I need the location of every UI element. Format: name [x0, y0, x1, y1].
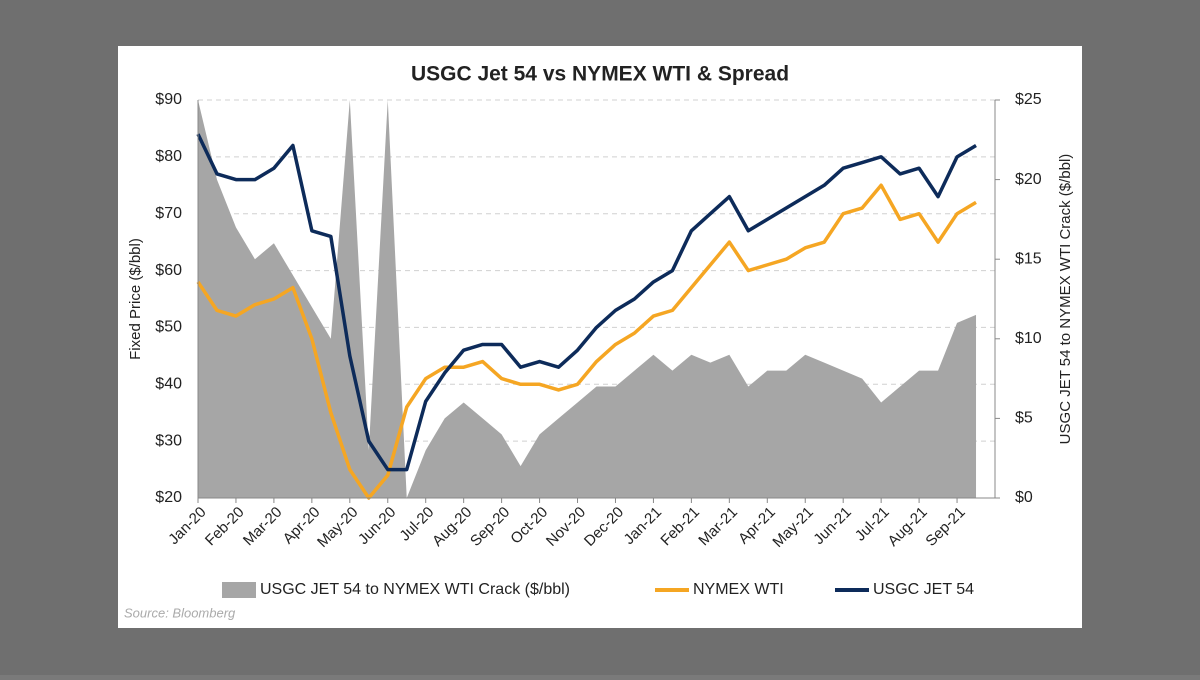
y-tick-label: $80 [155, 148, 182, 165]
y2-tick-label: $5 [1015, 410, 1033, 427]
y-tick-label: $40 [155, 376, 182, 393]
chart-title: USGC Jet 54 vs NYMEX WTI & Spread [411, 63, 789, 86]
y-tick-label: $50 [155, 319, 182, 336]
y-axis-label: Fixed Price ($/bbl) [127, 238, 144, 360]
price-line [196, 183, 977, 500]
y2-tick-label: $10 [1015, 330, 1042, 347]
legend-label: USGC JET 54 to NYMEX WTI Crack ($/bbl) [260, 581, 570, 598]
y2-tick-label: $0 [1015, 489, 1033, 506]
legend-label: USGC JET 54 [873, 581, 974, 598]
legend-swatch [222, 582, 256, 598]
y2-axis-label: USGC JET 54 to NYMEX WTI Crack ($/bbl) [1057, 154, 1074, 445]
source: Source: Bloomberg [124, 605, 236, 620]
y2-tick-label: $20 [1015, 171, 1042, 188]
y-tick-label: $60 [155, 262, 182, 279]
y-tick-label: $90 [155, 91, 182, 108]
y-tick-label: $20 [155, 489, 182, 506]
y2-tick-label: $25 [1015, 91, 1042, 108]
crack-area [198, 100, 977, 498]
y-tick-label: $70 [155, 205, 182, 222]
legend-label: NYMEX WTI [693, 581, 784, 598]
price-line [196, 133, 977, 472]
y-tick-label: $30 [155, 432, 182, 449]
y2-tick-label: $15 [1015, 250, 1042, 267]
